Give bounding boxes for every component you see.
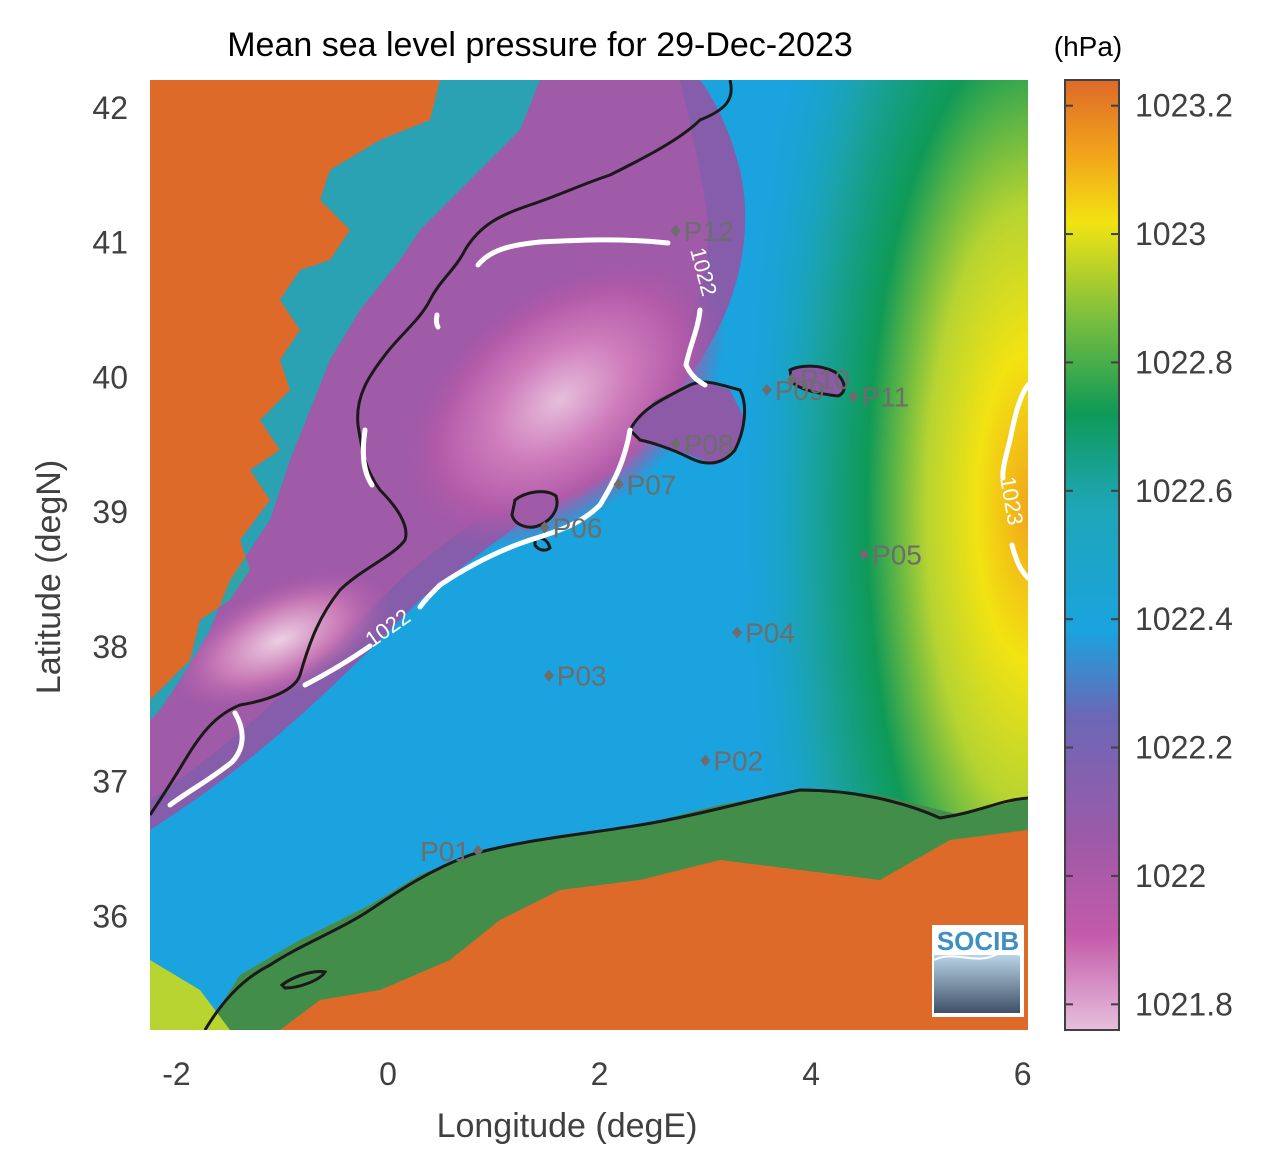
- contour-1023-lower: [1009, 542, 1028, 581]
- y-axis-label: Latitude (degN): [30, 460, 68, 694]
- contour-1022-north: [475, 237, 671, 268]
- station-marker: [732, 626, 743, 639]
- station-label: P02: [713, 745, 763, 776]
- y-tick-label: 39: [92, 494, 128, 530]
- iberia-interior: [150, 80, 420, 670]
- station-label: P12: [684, 216, 734, 247]
- station-label: P06: [553, 512, 603, 543]
- map-plot-area: 1022 1022 1023 P01P02P03P04P05P06P07P08P…: [150, 80, 1028, 1030]
- coastlines: [150, 80, 1028, 1030]
- logo-wave-line: [933, 951, 1021, 961]
- station-marker: [761, 383, 772, 396]
- y-tick-label: 40: [92, 359, 128, 395]
- africa-coastline: [203, 788, 1028, 1030]
- station-label: P04: [745, 617, 795, 648]
- contour-1022-south: [417, 427, 633, 610]
- low-pressure-core: [394, 252, 726, 548]
- station-marker: [670, 437, 681, 450]
- station-marker: [543, 669, 554, 682]
- colorbar-tick-label: 1022.6: [1135, 473, 1233, 509]
- contour-1023-upper: [1000, 382, 1028, 481]
- colorbar-tick-label: 1022.2: [1135, 730, 1233, 766]
- station-label: P10: [800, 364, 850, 395]
- contour-1022-west: [360, 427, 375, 488]
- iberia-coastline: [150, 80, 733, 816]
- station-marker: [859, 548, 870, 561]
- y-tick-label: 37: [92, 764, 128, 800]
- station-marker: [700, 754, 711, 767]
- colorbar-tick-label: 1022: [1135, 858, 1206, 894]
- contour-1022-sw: [302, 643, 373, 688]
- y-tick-label: 41: [92, 225, 128, 261]
- station-label: P03: [557, 661, 607, 692]
- station-label: P08: [684, 429, 734, 460]
- colorbar-gradient: [1064, 79, 1120, 1031]
- station-marker: [848, 390, 859, 403]
- station-marker: [472, 844, 483, 857]
- station-marker: [670, 224, 681, 237]
- iberia-coastal-band: [150, 80, 540, 720]
- colorbar: (hPa) 1021.8 1022 1022.2 1022.4 1022.6 1022.8…: [1054, 31, 1233, 1031]
- contour-lines: [167, 237, 1028, 808]
- x-tick-label: 0: [379, 1056, 397, 1092]
- station-marker: [787, 373, 798, 386]
- y-tick-label: 36: [92, 898, 128, 934]
- logo-text: SOCIB: [937, 926, 1019, 956]
- chart-title: Mean sea level pressure for 29-Dec-2023: [227, 26, 853, 64]
- x-tick-label: 2: [591, 1056, 609, 1092]
- sw-corner-field: [150, 960, 230, 1030]
- colorbar-tick-label: 1023.2: [1135, 88, 1233, 124]
- africa-coastal-band: [205, 790, 1028, 1030]
- station-label: P07: [627, 469, 677, 500]
- colorbar-tick-label: 1023: [1135, 216, 1206, 252]
- y-tick-label: 42: [92, 90, 128, 126]
- station-marker: [539, 521, 550, 534]
- x-tick-label: 6: [1014, 1056, 1032, 1092]
- contour-1022-alboran: [167, 710, 245, 808]
- colorbar-tick-label: 1022.4: [1135, 601, 1233, 637]
- low-pressure-south-core: [168, 568, 392, 712]
- station-label: P01: [420, 836, 470, 867]
- x-tick-label: 4: [802, 1056, 820, 1092]
- station-label: P09: [775, 375, 825, 406]
- contour-1022-east: [683, 307, 708, 388]
- y-tick-label: 38: [92, 629, 128, 665]
- x-axis-ticks: -2 0 2 4 6: [162, 1056, 1031, 1092]
- colorbar-tick-label: 1022.8: [1135, 344, 1233, 380]
- socib-logo: SOCIB: [932, 925, 1024, 1017]
- station-marker: [613, 478, 624, 491]
- x-tick-label: -2: [162, 1056, 190, 1092]
- colorbar-tick-label: 1021.8: [1135, 986, 1233, 1022]
- y-axis-ticks: 36 37 38 39 40 41 42: [92, 90, 128, 935]
- menorca-coastline: [788, 364, 846, 398]
- x-axis-label: Longitude (degE): [437, 1107, 698, 1145]
- contour-1022-dash: [433, 312, 441, 330]
- station-label: P05: [872, 539, 922, 570]
- mallorca-coastline: [628, 380, 746, 465]
- logo-wave-image: [934, 955, 1020, 1013]
- station-label: P11: [861, 382, 909, 413]
- alboran-lake-coastline: [279, 970, 328, 990]
- colorbar-ticks: 1021.8 1022 1022.2 1022.4 1022.6 1022.8 1023 10…: [1065, 88, 1233, 1022]
- colorbar-unit: (hPa): [1054, 31, 1122, 62]
- ibiza-coastline: [510, 490, 559, 529]
